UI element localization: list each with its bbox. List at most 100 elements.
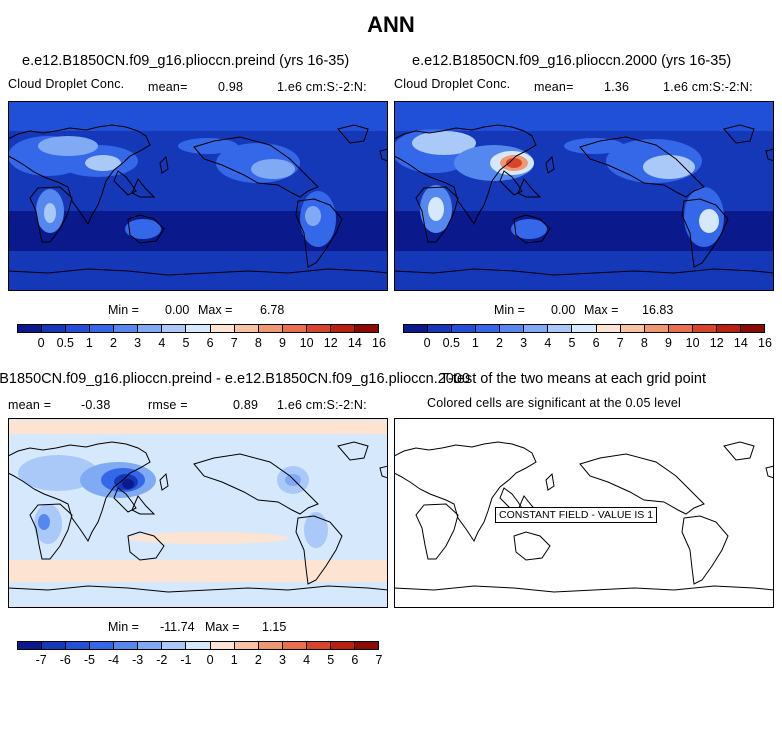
colorbar-tick-label: 0: [37, 336, 45, 350]
colorbar-tick-label: -4: [107, 653, 120, 667]
colorbar-swatch: [644, 325, 669, 332]
colorbar-swatch: [114, 325, 139, 332]
colorbar-tick-label: 16: [372, 336, 386, 350]
panel-tr-min-value: 0.00: [551, 303, 576, 317]
colorbar-tick-label: 9: [278, 336, 286, 350]
colorbar-swatch: [452, 325, 477, 332]
colorbar-tick-label: 14: [347, 336, 362, 350]
colorbar-swatch: [354, 642, 378, 649]
panel-tr-mean-label: mean=: [534, 80, 574, 94]
panel-tl-map: [8, 101, 388, 291]
colorbar-swatch: [186, 642, 211, 649]
colorbar-tick-label: 1: [85, 336, 93, 350]
panel-bl-case-title-clip: e.e12.B1850CN.f09_g16.plioccn.preind - e…: [0, 371, 470, 387]
constant-field-label: CONSTANT FIELD - VALUE IS 1: [495, 507, 658, 523]
colorbar-tl: 0 0.5 1 2 3 4 5 6 7 8 9 10 12 14 16: [17, 324, 386, 356]
colorbar-tick-label: -1: [180, 653, 192, 667]
colorbar-swatch: [42, 642, 67, 649]
panel-tl-mean-value: 0.98: [218, 80, 244, 94]
colorbar-swatch: [234, 642, 259, 649]
panel-tr-case-title: e.e12.B1850CN.f09_g16.plioccn.2000 (yrs …: [412, 53, 732, 69]
panel-bl-map: [8, 418, 388, 608]
colorbar-bl: -7 -6 -5 -4 -3 -2 -1 0 1 2 3 4 5 6 7: [17, 641, 382, 673]
colorbar-tick-label: 2: [254, 653, 262, 667]
panel-bl-units: 1.e6 cm:S:-2:N:: [277, 398, 367, 412]
panel-tl-min-label: Min =: [108, 303, 139, 317]
colorbar-swatch: [330, 325, 355, 332]
colorbar-tick-label: 14: [733, 336, 748, 350]
panel-br-title: T-test of the two means at each grid poi…: [440, 371, 706, 387]
colorbar-tick-label: 10: [299, 336, 314, 350]
colorbar-tick-label: 7: [616, 336, 624, 350]
colorbar-tick-label: 12: [709, 336, 724, 350]
colorbar-tick-label: -7: [35, 653, 47, 667]
panel-tl-max-label: Max =: [198, 303, 233, 317]
colorbar-swatch: [476, 325, 501, 332]
colorbar-tick-label: 3: [134, 336, 142, 350]
panel-tl-min-value: 0.00: [165, 303, 190, 317]
colorbar-swatch: [740, 325, 764, 332]
colorbar-swatch: [306, 325, 331, 332]
colorbar-tick-label: 4: [544, 336, 552, 350]
colorbar-swatch: [330, 642, 355, 649]
colorbar-tick-label: 6: [592, 336, 600, 350]
colorbar-tick-label: -6: [59, 653, 71, 667]
panel-tr-mean-value: 1.36: [604, 80, 630, 94]
panel-tl-mean-label: mean=: [148, 80, 188, 94]
colorbar-swatch: [138, 325, 163, 332]
panel-bl-max-value: 1.15: [262, 620, 287, 634]
colorbar-tick-label: 6: [351, 653, 359, 667]
colorbar-swatch: [162, 642, 187, 649]
panel-br-subtitle: Colored cells are significant at the 0.0…: [427, 396, 681, 410]
colorbar-swatch: [18, 325, 43, 332]
colorbar-swatch: [66, 325, 91, 332]
panel-tl-units: 1.e6 cm:S:-2:N:: [277, 80, 367, 94]
colorbar-swatch: [114, 642, 139, 649]
colorbar-swatch: [692, 325, 717, 332]
panel-tl-max-value: 6.78: [260, 303, 285, 317]
colorbar-swatch: [234, 325, 259, 332]
colorbar-tick-label: 16: [758, 336, 772, 350]
panel-bl-rmse-label: rmse =: [148, 398, 188, 412]
colorbar-swatches: [17, 641, 379, 650]
colorbar-swatch: [668, 325, 693, 332]
colorbar-tick-label: 8: [254, 336, 262, 350]
panel-tl-variable: Cloud Droplet Conc.: [8, 77, 125, 91]
colorbar-swatch: [18, 642, 43, 649]
colorbar-swatch: [428, 325, 453, 332]
colorbar-swatch: [66, 642, 91, 649]
colorbar-swatch: [90, 642, 115, 649]
colorbar-tick-label: 1: [230, 653, 238, 667]
colorbar-tick-label: 4: [158, 336, 166, 350]
colorbar-swatch: [282, 325, 307, 332]
panel-bl-min-value: -11.74: [160, 620, 195, 634]
colorbar-swatch: [258, 642, 283, 649]
colorbar-swatch: [354, 325, 378, 332]
colorbar-tick-label: 0: [206, 653, 214, 667]
colorbar-swatch: [138, 642, 163, 649]
colorbar-tick-label: 2: [110, 336, 117, 350]
colorbar-swatch: [548, 325, 573, 332]
colorbar-swatch: [210, 325, 235, 332]
figure-title: ANN: [367, 12, 415, 37]
colorbar-tick-label: 0.5: [442, 336, 460, 350]
colorbar-tick-label: -2: [156, 653, 168, 667]
colorbar-swatch: [162, 325, 187, 332]
colorbar-tick-label: 8: [640, 336, 648, 350]
colorbar-tick-label: 0: [423, 336, 431, 350]
colorbar-swatch: [500, 325, 525, 332]
colorbar-swatches: [403, 324, 765, 333]
colorbar-swatch: [620, 325, 645, 332]
colorbar-tick-label: 1: [471, 336, 479, 350]
colorbar-swatch: [524, 325, 549, 332]
panel-bl-min-label: Min =: [108, 620, 139, 634]
panel-tr-min-label: Min =: [494, 303, 525, 317]
colorbar-tick-label: 2: [496, 336, 503, 350]
panel-tr-map: [394, 101, 774, 291]
colorbar-tick-label: -5: [83, 653, 95, 667]
colorbar-tick-label: -3: [132, 653, 144, 667]
panel-bl-mean-label: mean =: [8, 398, 52, 412]
colorbar-tick-label: 4: [303, 653, 311, 667]
panel-bl-rmse-value: 0.89: [233, 398, 259, 412]
colorbar-tick-label: 7: [375, 653, 383, 667]
